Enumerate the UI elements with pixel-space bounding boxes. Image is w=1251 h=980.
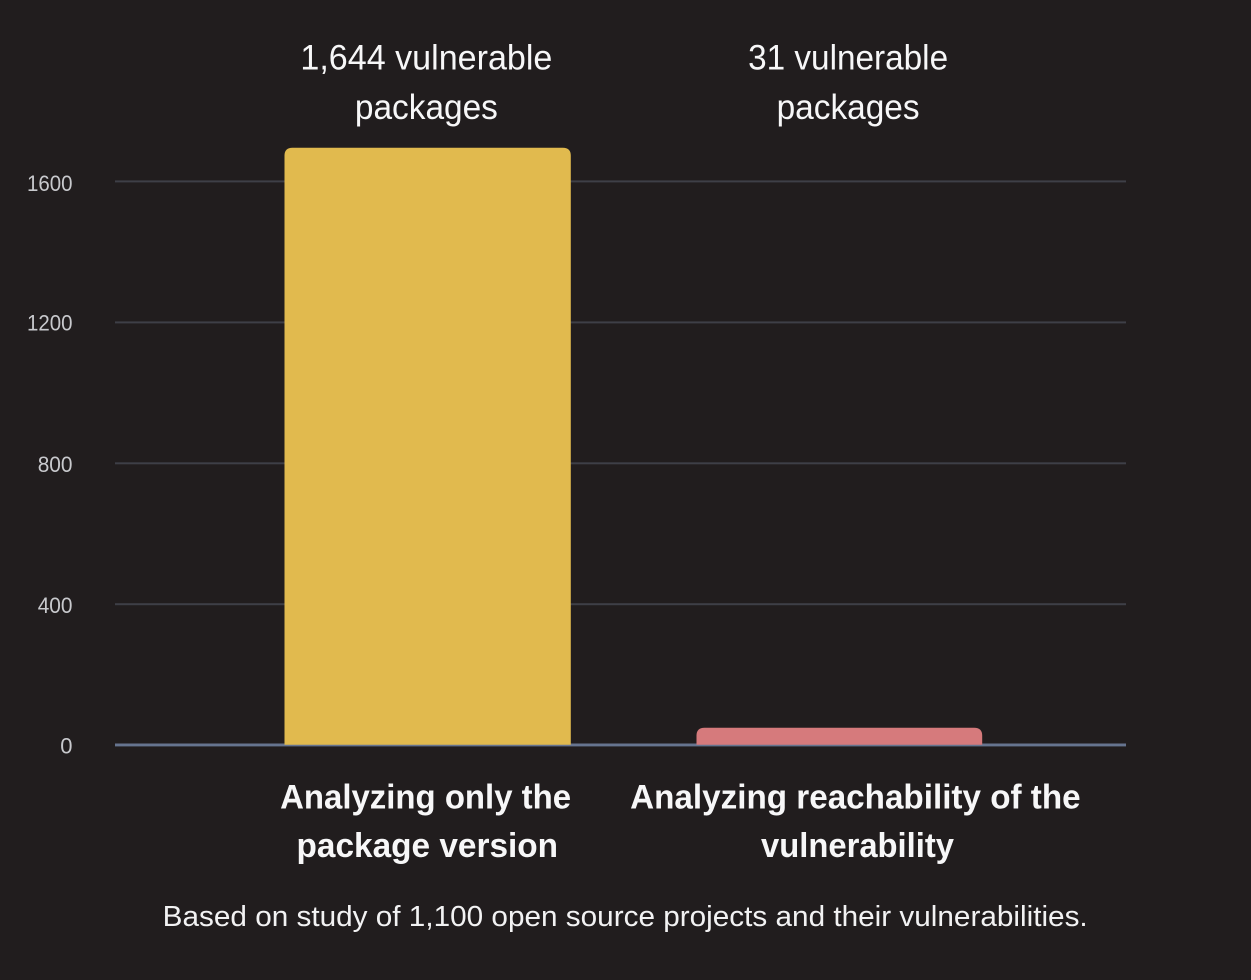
svg-text:1600: 1600 [27, 171, 73, 196]
svg-text:packages: packages [355, 88, 498, 127]
svg-text:800: 800 [38, 452, 73, 477]
svg-text:1200: 1200 [27, 310, 73, 335]
svg-text:Analyzing reachability of the: Analyzing reachability of the [630, 778, 1081, 816]
svg-text:1,644 vulnerable: 1,644 vulnerable [300, 39, 552, 78]
svg-text:vulnerability: vulnerability [761, 827, 954, 865]
svg-text:package version: package version [297, 827, 559, 865]
svg-text:31 vulnerable: 31 vulnerable [748, 39, 948, 78]
svg-text:Based on study of 1,100 open s: Based on study of 1,100 open source proj… [163, 901, 1088, 933]
svg-text:packages: packages [777, 88, 920, 127]
svg-text:400: 400 [38, 593, 73, 618]
svg-text:Analyzing only the: Analyzing only the [280, 778, 571, 816]
svg-text:0: 0 [60, 734, 72, 759]
